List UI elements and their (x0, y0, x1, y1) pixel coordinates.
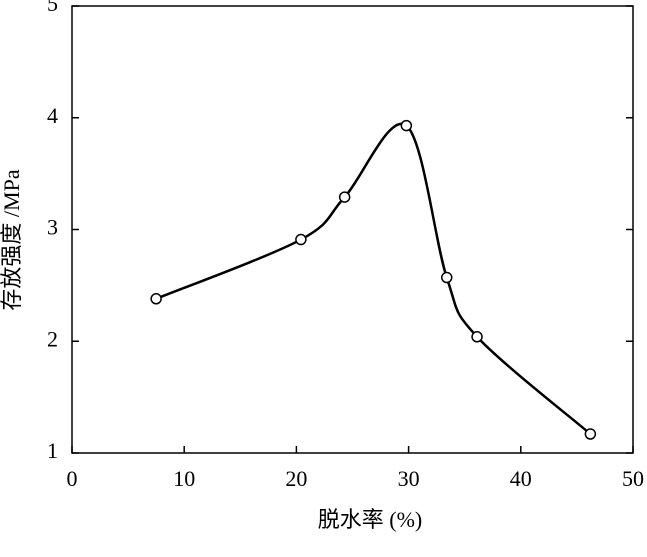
y-tick-label: 5 (47, 0, 58, 16)
y-tick-label: 2 (47, 326, 58, 351)
y-tick-label: 3 (47, 215, 58, 240)
x-tick-label: 30 (398, 466, 420, 491)
y-tick-label: 4 (47, 103, 58, 128)
x-tick-label: 50 (622, 466, 644, 491)
point (400, 119, 413, 132)
point (295, 233, 307, 246)
point (584, 428, 597, 440)
line (155, 122, 592, 435)
y-axis-label: 存放强度 /MPa (0, 169, 24, 310)
x-tick-label: 10 (173, 466, 195, 491)
x-axis-label: 脱水率 (%) (318, 507, 422, 532)
y-tick-label: 1 (47, 438, 58, 463)
point (471, 331, 483, 343)
point (440, 271, 453, 284)
x-tick-label: 40 (510, 466, 532, 491)
x-tick-label: 20 (285, 466, 307, 491)
point (338, 191, 351, 203)
x-tick-label: 0 (67, 466, 78, 491)
point (150, 293, 162, 305)
plot-frame (71, 5, 634, 454)
